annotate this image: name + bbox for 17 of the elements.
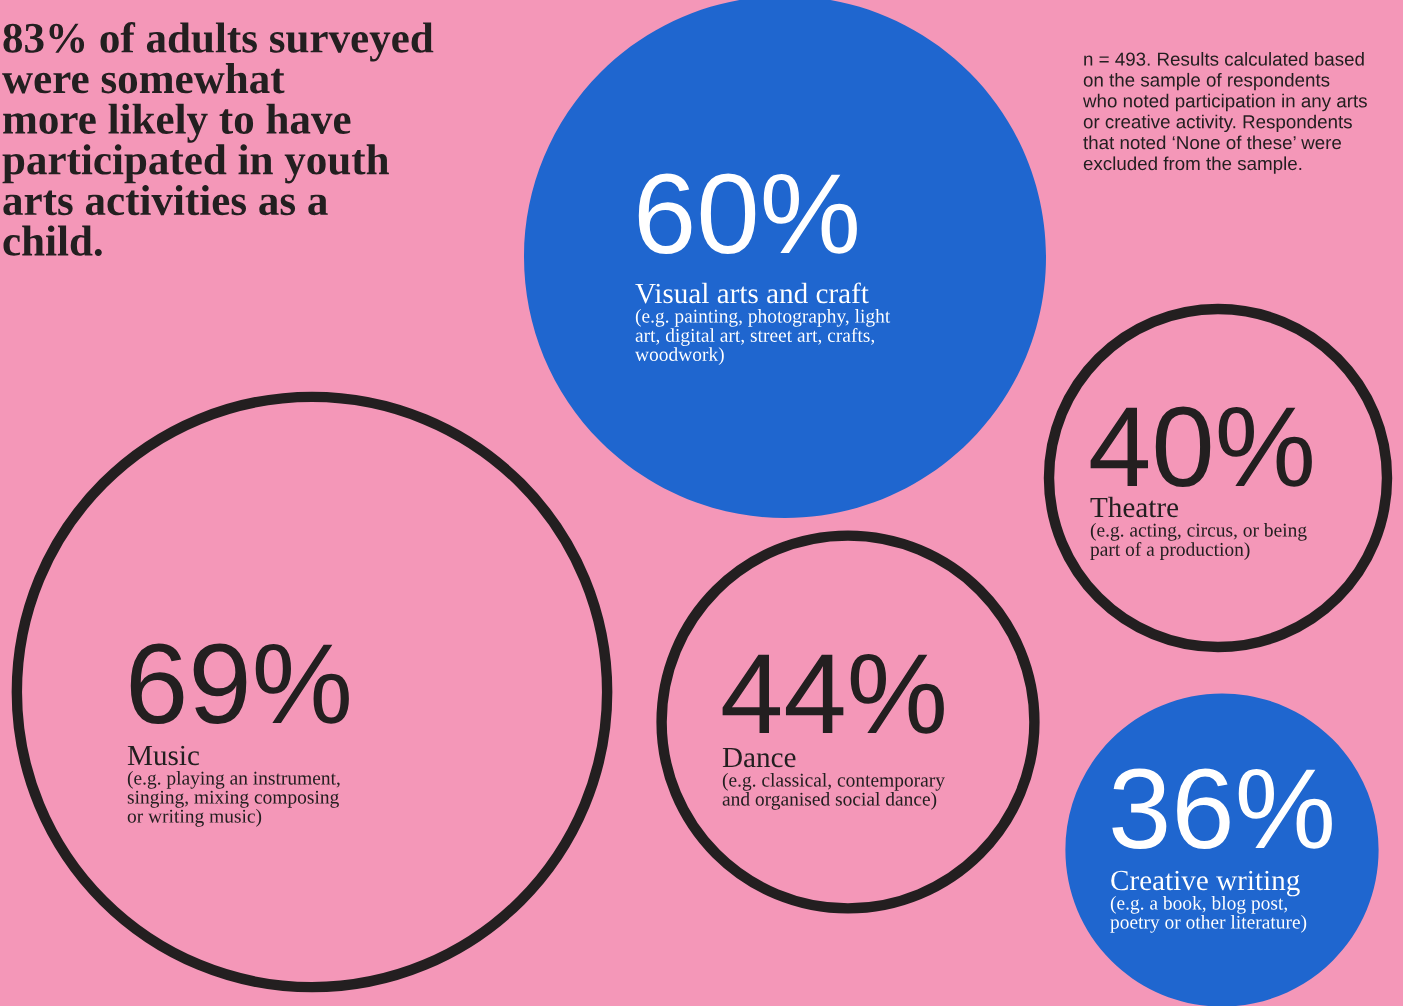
text: (e.g. acting, circus, or being part of a production) — [1090, 523, 1307, 560]
category-label: Visual arts and craft — [635, 282, 869, 304]
text: (e.g. playing an instrument, singing, mixing composing or writing music) — [127, 771, 340, 827]
data-label: 44% — [722, 653, 944, 734]
text: (e.g. a book, blog post, poetry or other literature) — [1110, 896, 1307, 933]
text: n = 493. Results calculated based on the sample of respondents who noted participation in any arts or creative activity. Respondents that noted ‘None of these’ were excluded from the sample. — [1082, 52, 1367, 174]
data-label: 69% — [130, 643, 349, 725]
data-label: 40% — [1090, 406, 1312, 488]
data-label: 36% — [1112, 768, 1332, 850]
data-label: 60% — [638, 173, 857, 255]
text: (e.g. classical, contemporary and organised social dance) — [722, 773, 945, 810]
category-label: Creative writing — [1111, 870, 1300, 897]
text: 83% of adults surveyed were somewhat more likely to have participated in youth arts activities as a child. — [2, 22, 434, 256]
category-label: Music — [127, 745, 200, 766]
category-label: Theatre — [1090, 496, 1179, 518]
text: (e.g. painting, photography, light art, digital art, street art, crafts, woodwork) — [635, 309, 891, 365]
category-label: Dance — [722, 747, 796, 768]
